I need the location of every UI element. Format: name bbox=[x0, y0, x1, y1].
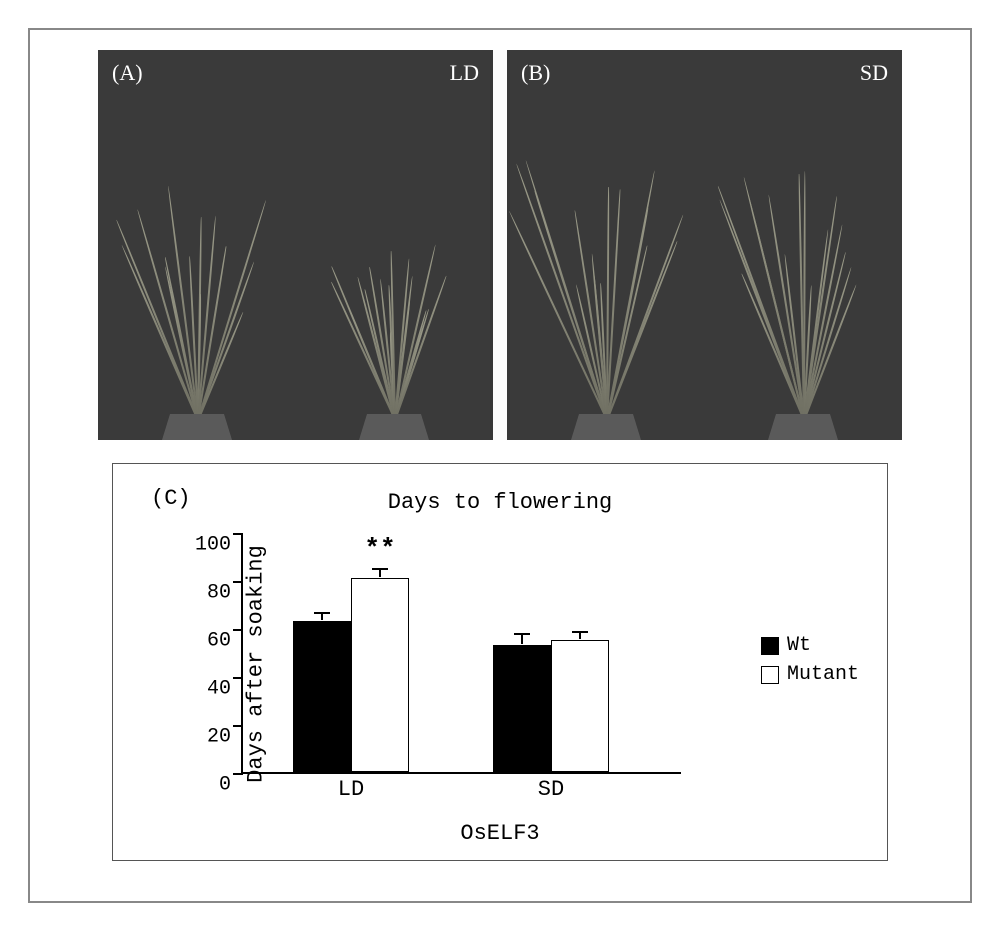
ytick-label: 0 bbox=[181, 774, 231, 797]
panel-b-plants: WT oself3 bbox=[507, 100, 902, 440]
ytick-label: 100 bbox=[181, 534, 231, 557]
legend-item: Mutant bbox=[761, 663, 859, 686]
panel-b-condition: SD bbox=[860, 60, 888, 86]
legend-item: Wt bbox=[761, 634, 859, 657]
plant-panelA-1: oself3 bbox=[319, 120, 469, 440]
legend-label: Wt bbox=[787, 634, 811, 657]
bar-mut-SD bbox=[551, 640, 609, 772]
chart-legend: Wt Mutant bbox=[761, 634, 859, 692]
bar-mut-LD bbox=[351, 578, 409, 772]
panel-a-plants: WT oself3 bbox=[98, 100, 493, 440]
chart-xlabel: OsELF3 bbox=[113, 821, 887, 846]
bar-wt-SD bbox=[493, 645, 551, 772]
panel-b-letter: (B) bbox=[521, 60, 550, 86]
plant-panelA-0: WT bbox=[122, 120, 272, 440]
chart-plot-area: **LDSD bbox=[241, 534, 681, 774]
ytick-label: 20 bbox=[181, 726, 231, 749]
xtick-label: SD bbox=[538, 777, 564, 802]
ytick-label: 40 bbox=[181, 678, 231, 701]
xtick-label: LD bbox=[338, 777, 364, 802]
ytick-label: 80 bbox=[181, 582, 231, 605]
sig-mark: ** bbox=[364, 534, 395, 564]
chart-panel-c: (C) Days to flowering Days after soaking… bbox=[112, 463, 888, 861]
panel-a-condition: LD bbox=[450, 60, 479, 86]
plant-panelB-0: WT bbox=[531, 120, 681, 440]
plant-panelB-1: oself3 bbox=[728, 120, 878, 440]
panel-a-letter: (A) bbox=[112, 60, 143, 86]
ytick-label: 60 bbox=[181, 630, 231, 653]
chart-title: Days to flowering bbox=[113, 490, 887, 515]
panel-b: (B) SD WT oself3 bbox=[507, 50, 902, 440]
legend-label: Mutant bbox=[787, 663, 859, 686]
bar-wt-LD bbox=[293, 621, 351, 772]
panel-a: (A) LD WT oself3 bbox=[98, 50, 493, 440]
photo-row: (A) LD WT oself3 (B) SD WT oself3 bbox=[98, 50, 902, 440]
